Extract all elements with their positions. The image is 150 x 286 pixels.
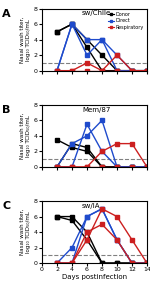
Y-axis label: Nasal wash titer,
log₁₀ TCID₅₀/mL: Nasal wash titer, log₁₀ TCID₅₀/mL: [20, 113, 31, 159]
X-axis label: Days postinfection: Days postinfection: [62, 274, 127, 280]
Y-axis label: Nasal wash titer,
log₁₀ TCID₅₀/mL: Nasal wash titer, log₁₀ TCID₅₀/mL: [20, 16, 31, 63]
Text: B: B: [2, 105, 10, 115]
Y-axis label: Nasal wash titer,
log₁₀ TCID₅₀/mL: Nasal wash titer, log₁₀ TCID₅₀/mL: [20, 209, 31, 255]
Text: A: A: [2, 9, 11, 19]
Legend: Donor, Direct, Respiratory: Donor, Direct, Respiratory: [107, 11, 145, 31]
Text: C: C: [2, 201, 10, 211]
Text: Mem/87: Mem/87: [82, 107, 110, 113]
Text: sw/IA: sw/IA: [82, 203, 100, 209]
Text: sw/Chile: sw/Chile: [82, 11, 111, 16]
